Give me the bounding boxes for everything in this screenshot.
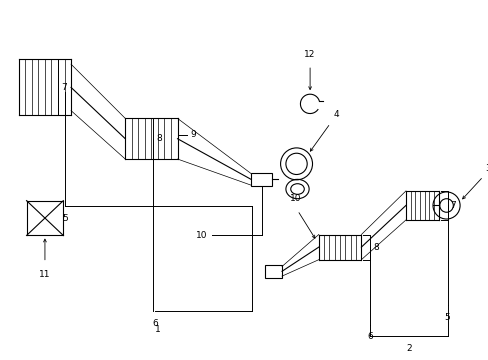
Text: 4: 4 <box>333 111 338 120</box>
Bar <box>264 265 282 278</box>
Text: 7: 7 <box>61 83 67 92</box>
Bar <box>250 172 272 186</box>
Text: 11: 11 <box>39 270 51 279</box>
Text: 2: 2 <box>405 344 411 353</box>
Text: 12: 12 <box>304 50 315 59</box>
Text: 6: 6 <box>366 332 372 341</box>
Text: 8: 8 <box>372 243 378 252</box>
Text: 7: 7 <box>449 201 455 210</box>
Text: 5: 5 <box>62 214 68 223</box>
Text: 3: 3 <box>484 163 488 172</box>
Text: 10: 10 <box>289 194 301 203</box>
Text: 10: 10 <box>196 231 207 240</box>
Text: 1: 1 <box>155 324 161 333</box>
Text: 8: 8 <box>156 134 162 143</box>
Text: 6: 6 <box>152 319 158 328</box>
Text: 5: 5 <box>444 313 449 322</box>
Text: 9: 9 <box>190 130 196 139</box>
